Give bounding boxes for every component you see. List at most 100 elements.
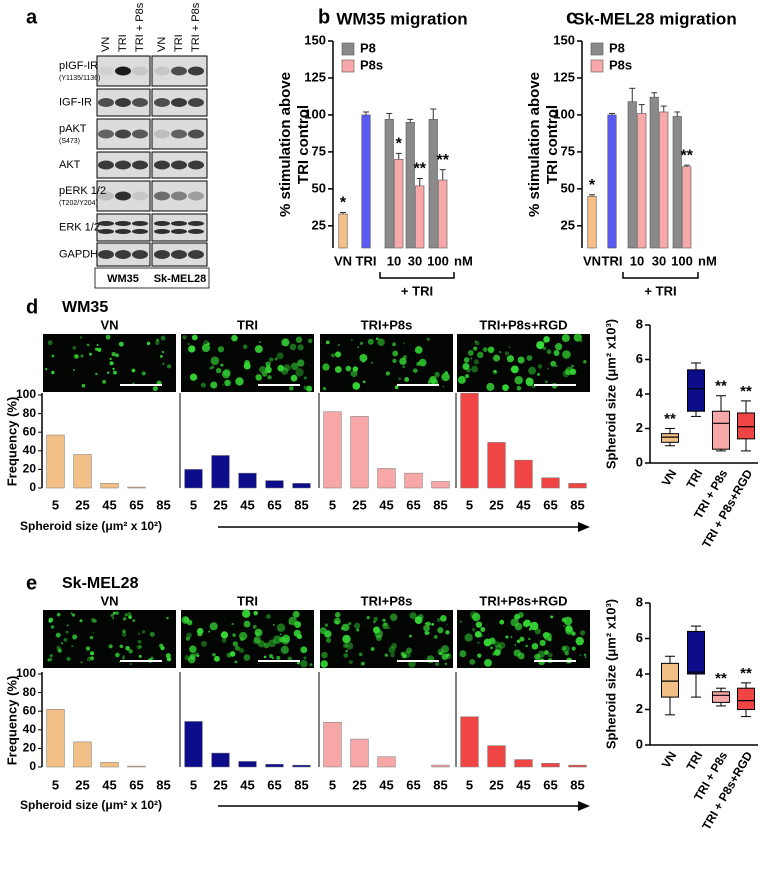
x-axis-label: Spheroid size (μm² x 10²) — [20, 519, 162, 533]
bar — [682, 166, 692, 249]
x-tick-label: 5 — [329, 497, 336, 512]
spheroid — [561, 645, 567, 651]
spheroid — [370, 361, 374, 364]
box — [661, 433, 679, 443]
spheroid — [446, 623, 448, 626]
spheroid — [155, 340, 160, 346]
bar — [431, 481, 450, 489]
blot-band — [132, 191, 148, 201]
spheroid — [222, 384, 224, 386]
spheroid — [427, 378, 436, 386]
spheroid — [502, 384, 509, 391]
spheroid — [44, 367, 48, 371]
spheroid — [265, 614, 271, 619]
x-tick-label: 85 — [294, 777, 308, 792]
spheroid — [88, 656, 91, 659]
spheroid — [542, 346, 547, 351]
blot-row-label: pERK 1/2 — [59, 185, 106, 197]
bar — [265, 763, 284, 768]
spheroid — [483, 638, 492, 647]
spheroid — [510, 368, 513, 371]
spheroid — [303, 656, 307, 660]
y-tick-label: 25 — [561, 217, 575, 232]
spheroid — [459, 650, 467, 658]
spheroid — [231, 622, 234, 626]
blot-band — [98, 229, 114, 234]
spheroid — [210, 365, 215, 369]
spheroid — [471, 365, 478, 373]
spheroid — [414, 346, 423, 354]
bar — [377, 756, 396, 768]
y-tick-label: 75 — [561, 143, 575, 158]
spheroid — [423, 624, 430, 632]
spheroid — [409, 612, 417, 620]
blot-row-label: AKT — [59, 159, 81, 171]
spheroid — [417, 613, 424, 620]
spheroid — [122, 657, 125, 660]
blot-band — [188, 98, 204, 107]
spheroid — [159, 354, 163, 358]
spheroid — [514, 622, 523, 631]
spheroid — [71, 613, 76, 617]
spheroid — [529, 621, 539, 631]
spheroid — [528, 637, 531, 641]
spheroid — [474, 340, 480, 346]
significance: ** — [681, 147, 694, 164]
spheroid — [252, 624, 257, 629]
blot-band — [154, 221, 170, 226]
spheroid — [121, 632, 127, 637]
spheroid — [152, 386, 158, 392]
y-tick-label: 60 — [23, 424, 37, 438]
x-tick-label: VN — [659, 749, 679, 770]
legend-label: P8s — [360, 57, 383, 72]
spheroid — [382, 622, 389, 630]
spheroid — [564, 651, 569, 656]
bar — [587, 195, 597, 249]
spheroid — [390, 652, 395, 658]
cell-line-label: Sk-MEL28 — [154, 273, 207, 285]
spheroid — [477, 641, 480, 644]
bar — [184, 721, 203, 768]
blot-band — [98, 221, 114, 226]
spheroid — [71, 645, 74, 648]
spheroid — [445, 653, 452, 660]
blot-band — [98, 98, 114, 107]
blot-band — [132, 129, 148, 139]
blot-band — [132, 229, 148, 234]
spheroid — [166, 616, 169, 620]
bar — [460, 392, 479, 489]
blot-band — [188, 229, 204, 234]
spheroid — [392, 342, 396, 347]
x-tick-label: 25 — [352, 777, 366, 792]
spheroid — [95, 372, 98, 376]
bar — [323, 722, 342, 768]
spheroid — [544, 650, 549, 655]
spheroid — [555, 365, 558, 368]
spheroid — [108, 644, 113, 649]
spheroid — [191, 334, 198, 341]
spheroid — [265, 366, 272, 374]
panel-label: a — [26, 6, 38, 28]
spheroid — [562, 350, 571, 359]
spheroid — [324, 630, 332, 638]
spheroid — [48, 657, 53, 662]
spheroid — [474, 340, 477, 343]
box — [737, 412, 755, 440]
spheroid — [523, 619, 531, 627]
spheroid — [583, 360, 587, 364]
blot-band — [154, 66, 170, 76]
spheroid — [506, 355, 515, 363]
image-title: TRI — [237, 317, 258, 332]
image-title: TRI+P8s — [361, 317, 413, 332]
x-tick-label: 85 — [156, 777, 170, 792]
significance: * — [589, 177, 596, 194]
spheroid — [242, 344, 248, 350]
y-tick-label: 8 — [636, 594, 643, 609]
chart-title: WM35 migration — [336, 9, 467, 28]
spheroid — [276, 655, 281, 661]
spheroid — [442, 385, 445, 388]
spheroid — [525, 377, 534, 386]
y-tick-label: 6 — [636, 630, 643, 645]
y-axis-label: TRI control — [544, 105, 561, 184]
spheroid — [139, 645, 142, 649]
